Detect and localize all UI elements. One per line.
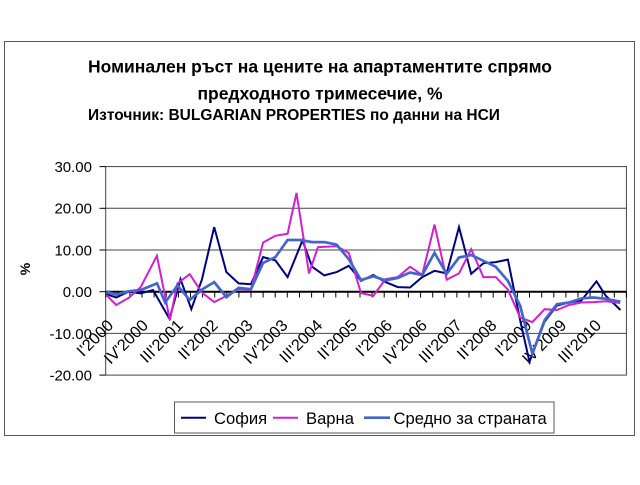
svg-text:0.00: 0.00 <box>63 284 92 301</box>
svg-text:предходното тримесечие, %: предходното тримесечие, % <box>197 84 443 104</box>
svg-text:-20.00: -20.00 <box>49 368 92 385</box>
svg-text:%: % <box>17 262 33 275</box>
svg-text:-10.00: -10.00 <box>49 326 92 343</box>
svg-text:Средно за страната: Средно за страната <box>394 409 548 428</box>
svg-text:София: София <box>214 409 267 428</box>
svg-text:20.00: 20.00 <box>54 201 92 218</box>
svg-text:Източник: BULGARIAN PROPERTIES: Източник: BULGARIAN PROPERTIES по данни … <box>88 107 500 124</box>
svg-text:Варна: Варна <box>306 409 355 428</box>
svg-text:10.00: 10.00 <box>54 242 92 259</box>
svg-text:Номинален ръст на цените на ап: Номинален ръст на цените на апартаментит… <box>88 57 552 77</box>
svg-text:30.00: 30.00 <box>54 159 92 176</box>
